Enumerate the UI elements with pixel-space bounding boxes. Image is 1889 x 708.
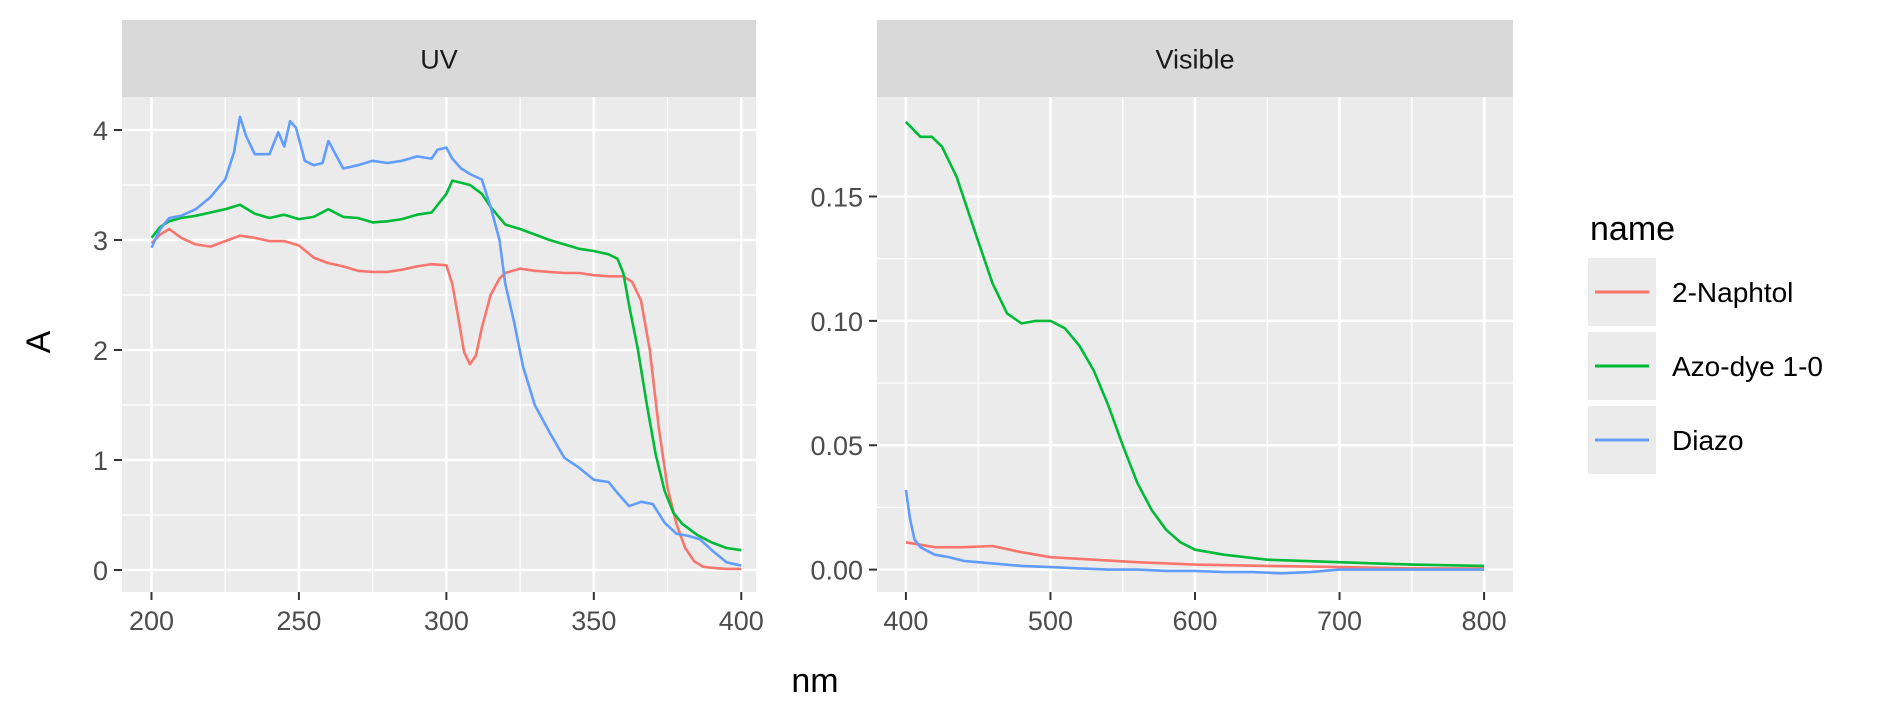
legend-item: Azo-dye 1-0 xyxy=(1588,332,1823,400)
legend-label: 2-Naphtol xyxy=(1672,277,1793,308)
series-line-diazo xyxy=(150,115,742,567)
series-line-2-naphtol xyxy=(150,227,742,571)
y-tick-label: 1 xyxy=(93,446,108,476)
strip-background xyxy=(122,20,756,97)
x-tick-label: 400 xyxy=(883,606,928,636)
legend-item: 2-Naphtol xyxy=(1588,258,1793,326)
legend-title: name xyxy=(1590,210,1675,248)
x-tick-label: 400 xyxy=(719,606,764,636)
x-tick-label: 500 xyxy=(1028,606,1073,636)
x-tick-label: 700 xyxy=(1317,606,1362,636)
x-tick-label: 250 xyxy=(276,606,321,636)
plot-background xyxy=(122,97,756,592)
x-tick-label: 200 xyxy=(129,606,174,636)
y-tick-label: 0.05 xyxy=(810,431,863,461)
strip-label: Visible xyxy=(1155,45,1234,75)
x-tick-label: 300 xyxy=(424,606,469,636)
series-line-diazo xyxy=(904,489,1485,575)
x-tick-label: 800 xyxy=(1462,606,1507,636)
y-tick-label: 2 xyxy=(93,336,108,366)
y-tick-label: 4 xyxy=(93,116,108,146)
x-tick-label: 600 xyxy=(1172,606,1217,636)
series-line-azo-dye-1-0 xyxy=(904,120,1485,568)
legend-items: 2-Naphtol Azo-dye 1-0 Diazo xyxy=(1588,258,1823,474)
y-tick-label: 0.15 xyxy=(810,182,863,212)
panel-uv: UV 200 250 300 350 400 0 1 2 3 4 xyxy=(93,20,764,636)
legend-label: Diazo xyxy=(1672,425,1744,456)
x-tick-label: 350 xyxy=(571,606,616,636)
y-tick-label: 3 xyxy=(93,226,108,256)
panels: UV 200 250 300 350 400 0 1 2 3 4 Visible 400 500 600 70… xyxy=(93,20,1513,636)
y-tick-label: 0.00 xyxy=(810,556,863,586)
legend-label: Azo-dye 1-0 xyxy=(1672,351,1823,382)
y-axis-label: A xyxy=(20,330,58,353)
series-line-azo-dye-1-0 xyxy=(150,179,742,552)
x-axis-label: nm xyxy=(791,662,838,700)
strip-label: UV xyxy=(420,45,458,75)
strip-background xyxy=(877,20,1513,97)
series-line-2-naphtol xyxy=(905,541,1485,570)
legend: name 2-Naphtol Azo-dye 1-0 Diazo xyxy=(1588,210,1823,474)
panel-visible: Visible 400 500 600 700 800 0.00 0.05 0.10 0.15 xyxy=(810,20,1513,636)
y-tick-label: 0.10 xyxy=(810,307,863,337)
y-tick-label: 0 xyxy=(93,556,108,586)
legend-item: Diazo xyxy=(1588,406,1744,474)
